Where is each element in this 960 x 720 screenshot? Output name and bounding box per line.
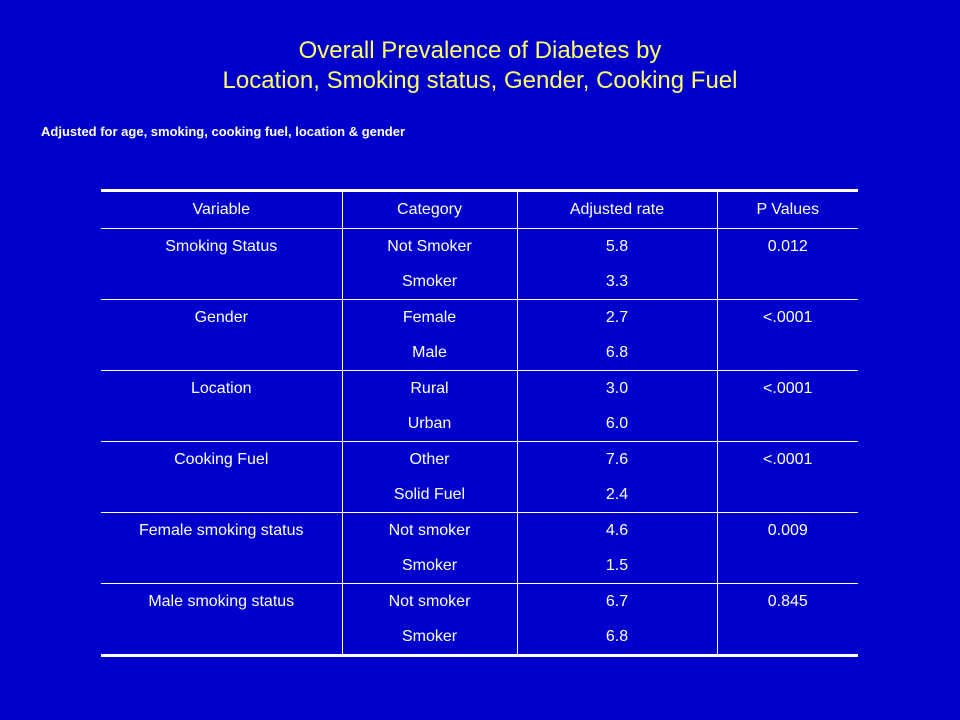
variable-cell-empty	[101, 335, 342, 371]
table-row: Cooking Fuel Other 7.6 <.0001	[101, 441, 858, 477]
rate-cell: 2.7	[516, 299, 717, 335]
category-cell: Not Smoker	[341, 228, 517, 264]
table-row: Smoking Status Not Smoker 5.8 0.012	[101, 228, 858, 264]
category-cell: Male	[341, 335, 517, 371]
table-row: Smoker 3.3	[101, 264, 858, 300]
group-location: Location Rural 3.0 <.0001 Urban 6.0	[101, 370, 858, 442]
category-cell: Other	[341, 441, 517, 477]
rate-cell: 6.8	[516, 619, 717, 656]
rate-cell: 5.8	[516, 228, 717, 264]
category-cell: Solid Fuel	[341, 477, 517, 513]
rate-cell: 3.3	[516, 264, 717, 300]
variable-cell: Cooking Fuel	[174, 450, 269, 468]
group-gender: Gender Female 2.7 <.0001 Male 6.8	[101, 299, 858, 371]
p-value-cell: 0.845	[716, 583, 858, 619]
group-male-smoking-status: Male smoking status Not smoker 6.7 0.845…	[101, 583, 858, 656]
rate-cell: 1.5	[516, 548, 717, 584]
variable-cell: Male smoking status	[148, 592, 295, 610]
variable-cell: Gender	[194, 308, 248, 326]
header-category: Category	[341, 190, 517, 229]
rate-cell: 6.7	[516, 583, 717, 619]
p-value-cell-empty	[716, 335, 858, 371]
title-line-1: Overall Prevalence of Diabetes by	[298, 37, 662, 64]
p-value-cell: <.0001	[716, 370, 858, 406]
rate-cell: 7.6	[516, 441, 717, 477]
p-value-cell-empty	[716, 264, 858, 300]
rate-cell: 4.6	[516, 512, 717, 548]
variable-cell: Female smoking status	[138, 521, 304, 539]
header-adjusted-rate: Adjusted rate	[516, 190, 717, 229]
category-cell: Not smoker	[341, 512, 517, 548]
rate-cell: 2.4	[516, 477, 717, 513]
table-header-row: Variable Category Adjusted rate P Values	[101, 190, 858, 229]
slide-title: Overall Prevalence of Diabetes by Locati…	[0, 36, 960, 96]
category-cell: Smoker	[341, 264, 517, 300]
table-row: Gender Female 2.7 <.0001	[101, 299, 858, 335]
category-cell: Not smoker	[341, 583, 517, 619]
variable-cell-empty	[101, 477, 342, 513]
group-cooking-fuel: Cooking Fuel Other 7.6 <.0001 Solid Fuel…	[101, 441, 858, 513]
adjustment-note: Adjusted for age, smoking, cooking fuel,…	[41, 124, 406, 139]
p-value-cell-empty	[716, 477, 858, 513]
category-cell: Smoker	[341, 619, 517, 656]
table-row: Smoker 1.5	[101, 548, 858, 584]
header-p-values: P Values	[716, 190, 858, 229]
table-row: Urban 6.0	[101, 406, 858, 442]
p-value-cell: <.0001	[716, 441, 858, 477]
p-value-cell: <.0001	[716, 299, 858, 335]
rate-cell: 3.0	[516, 370, 717, 406]
category-cell: Smoker	[341, 548, 517, 584]
table-row: Solid Fuel 2.4	[101, 477, 858, 513]
p-value-cell-empty	[716, 548, 858, 584]
table-row: Male 6.8	[101, 335, 858, 371]
variable-cell: Location	[191, 379, 252, 397]
table-row: Male smoking status Not smoker 6.7 0.845	[101, 583, 858, 619]
variable-cell-empty	[101, 264, 342, 300]
rate-cell: 6.0	[516, 406, 717, 442]
header-variable: Variable	[192, 201, 250, 218]
category-cell: Urban	[341, 406, 517, 442]
table-row: Smoker 6.8	[101, 619, 858, 656]
title-line-2: Location, Smoking status, Gender, Cookin…	[222, 67, 738, 94]
table-row: Location Rural 3.0 <.0001	[101, 370, 858, 406]
variable-cell-empty	[101, 406, 342, 442]
p-value-cell: 0.009	[716, 512, 858, 548]
p-value-cell-empty	[716, 619, 858, 656]
variable-cell-empty	[101, 619, 342, 656]
group-smoking-status: Smoking Status Not Smoker 5.8 0.012 Smok…	[101, 228, 858, 300]
table-row: Female smoking status Not smoker 4.6 0.0…	[101, 512, 858, 548]
group-female-smoking-status: Female smoking status Not smoker 4.6 0.0…	[101, 512, 858, 584]
variable-cell: Smoking Status	[165, 237, 278, 255]
category-cell: Rural	[341, 370, 517, 406]
prevalence-table: Variable Category Adjusted rate P Values…	[101, 189, 858, 657]
p-value-cell-empty	[716, 406, 858, 442]
category-cell: Female	[341, 299, 517, 335]
p-value-cell: 0.012	[716, 228, 858, 264]
variable-cell-empty	[101, 548, 342, 584]
rate-cell: 6.8	[516, 335, 717, 371]
